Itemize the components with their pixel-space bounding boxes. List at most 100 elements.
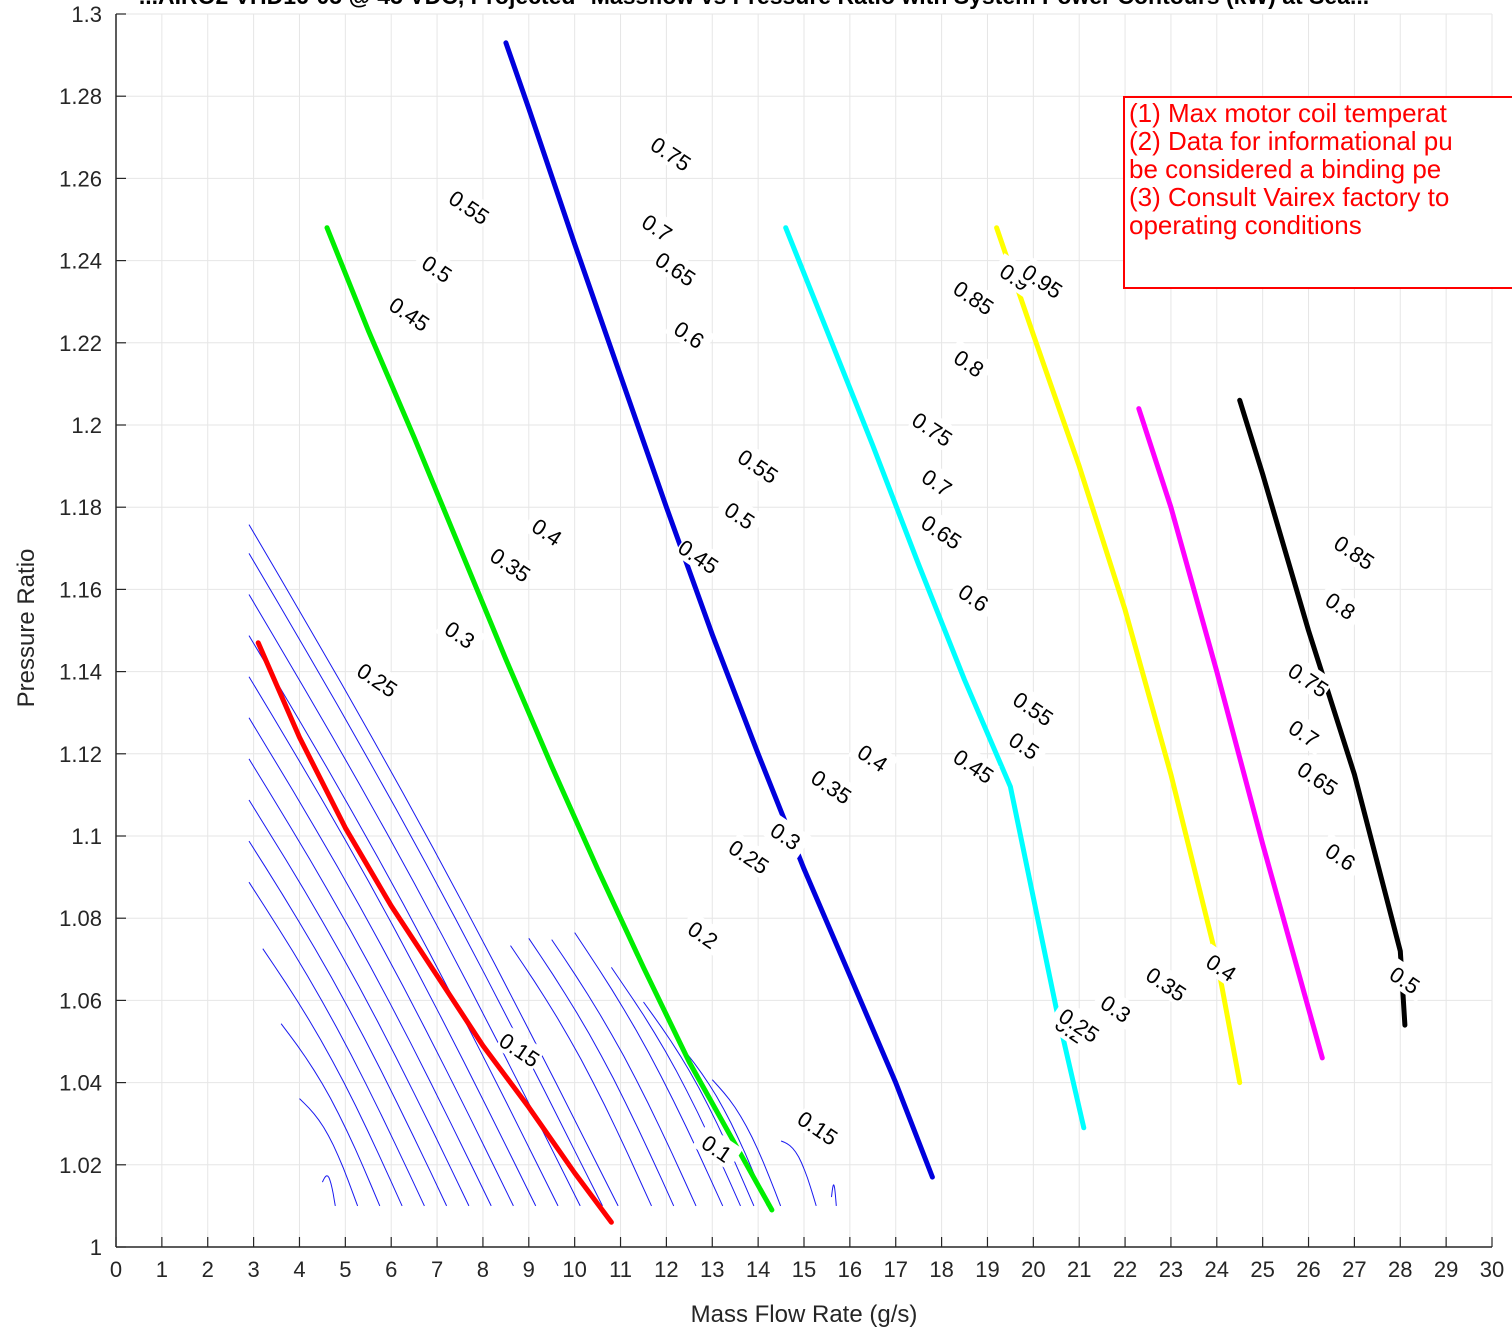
power-contour-line [262, 948, 403, 1207]
x-tick-label: 27 [1342, 1257, 1366, 1282]
x-tick-label: 29 [1434, 1257, 1458, 1282]
contour-label-bg [907, 405, 959, 452]
power-contour-line [248, 881, 425, 1207]
x-tick-label: 26 [1296, 1257, 1320, 1282]
y-tick-label: 1.24 [59, 249, 102, 274]
chart-title: ...AIRO2 VHD16-05 @ 45 VDC, Projected* M… [139, 0, 1369, 9]
power-contour-line [510, 945, 652, 1207]
x-tick-label: 14 [746, 1257, 770, 1282]
power-contour-line [248, 594, 581, 1207]
contour-label-bg [1379, 955, 1431, 1003]
contour-label-bg [1054, 1001, 1106, 1048]
x-tick-label: 4 [293, 1257, 305, 1282]
power-contour-line [321, 1175, 336, 1206]
contour-label-bg [714, 491, 766, 538]
y-tick-label: 1.26 [59, 166, 102, 191]
x-tick-label: 9 [523, 1257, 535, 1282]
speed-line-3 [503, 40, 935, 1180]
y-tick-label: 1.02 [59, 1153, 102, 1178]
x-tick-label: 18 [929, 1257, 953, 1282]
contour-label-bg [485, 540, 537, 587]
x-tick-label: 11 [609, 1257, 632, 1282]
contour-label-bg [760, 812, 812, 859]
x-tick-label: 3 [247, 1257, 259, 1282]
contour-label-bg [352, 655, 404, 703]
power-contour-line [780, 1140, 817, 1207]
x-tick-label: 0 [110, 1257, 122, 1282]
notes-box: (1) Max motor coil temperat (2) Data for… [1123, 96, 1512, 289]
x-tick-label: 12 [654, 1257, 678, 1282]
power-contour-line [248, 799, 470, 1207]
y-axis-label: Pressure Ratio [13, 549, 40, 708]
y-tick-label: 1.12 [59, 742, 102, 767]
y-tick-label: 1.06 [59, 988, 102, 1013]
contour-label-bg [494, 1025, 546, 1072]
y-tick-label: 1.14 [59, 660, 102, 685]
x-tick-label: 22 [1113, 1257, 1137, 1282]
x-tick-label: 19 [975, 1257, 999, 1282]
x-tick-label: 5 [339, 1257, 351, 1282]
y-tick-label: 1.3 [71, 2, 102, 27]
x-tick-label: 20 [1021, 1257, 1045, 1282]
contour-label-bg [384, 290, 436, 337]
contour-label-bg [522, 507, 574, 555]
x-axis-label: Mass Flow Rate (g/s) [691, 1301, 918, 1328]
contour-label-bg [435, 610, 487, 657]
x-tick-label: 16 [838, 1257, 862, 1282]
x-tick-label: 21 [1067, 1257, 1091, 1282]
x-tick-label: 24 [1205, 1257, 1229, 1282]
note-line-4: (3) Consult Vairex factory to [1129, 182, 1450, 212]
contour-label-bg [1315, 581, 1367, 629]
x-tick-label: 15 [792, 1257, 816, 1282]
contour-label-bg [916, 507, 968, 555]
power-contour-line [280, 1023, 381, 1207]
power-contour-line [574, 932, 724, 1207]
y-tick-label: 1.22 [59, 331, 102, 356]
x-tick-label: 7 [431, 1257, 443, 1282]
x-tick-label: 25 [1250, 1257, 1274, 1282]
contour-label-bg [1315, 832, 1367, 879]
speed-line-4 [783, 225, 1087, 1131]
x-tick-label: 23 [1159, 1257, 1183, 1282]
contour-label-bg [1283, 655, 1335, 703]
contour-label-bg [1196, 943, 1248, 990]
contour-label-bg [912, 458, 964, 505]
note-line-5: operating conditions [1129, 210, 1362, 240]
speed-line-1 [255, 640, 614, 1225]
contour-label-bg [806, 762, 858, 809]
axes [115, 13, 1493, 1248]
x-tick-label: 8 [477, 1257, 489, 1282]
contour-label-bg [1329, 528, 1381, 575]
contour-label-bg [691, 1124, 743, 1171]
contour-label-bg [1141, 960, 1193, 1007]
y-tick-label: 1.18 [59, 495, 102, 520]
y-tick-label: 1.04 [59, 1071, 102, 1096]
note-line-2: (2) Data for informational pu [1129, 126, 1453, 156]
contour-label-bg [664, 310, 716, 357]
contour-label-bg [1278, 709, 1330, 756]
contour-label-bg [948, 573, 1000, 620]
contour-label-bg [444, 183, 496, 230]
speed-line-2 [324, 225, 775, 1213]
contour-label-bg [1292, 754, 1344, 801]
power-contour-line [248, 524, 619, 1207]
contour-label-bg [733, 442, 785, 489]
power-contour-line [248, 553, 603, 1207]
power-contour-line [643, 1001, 755, 1207]
contour-label-bg [999, 721, 1051, 768]
contour-label-bg [948, 742, 1000, 789]
contour-label-bg [678, 910, 730, 957]
power-contour-line [299, 1098, 359, 1207]
y-tick-label: 1.2 [71, 413, 102, 438]
tick-labels: 0 1 2 3 4 5 6 7 8 9 10 11 12 13 14 15 16 17 18 19 20 21 22 23 24… [59, 2, 1504, 1282]
x-tick-label: 17 [883, 1257, 907, 1282]
contour-label-bg [1017, 257, 1069, 304]
y-tick-label: 1.08 [59, 906, 102, 931]
x-tick-label: 30 [1480, 1257, 1504, 1282]
power-contour-line [551, 939, 697, 1207]
x-tick-label: 2 [202, 1257, 214, 1282]
contour-label-bg [944, 339, 996, 386]
y-tick-label: 1 [90, 1235, 102, 1260]
power-contour-line [248, 758, 492, 1207]
contour-label-bg [673, 532, 725, 579]
